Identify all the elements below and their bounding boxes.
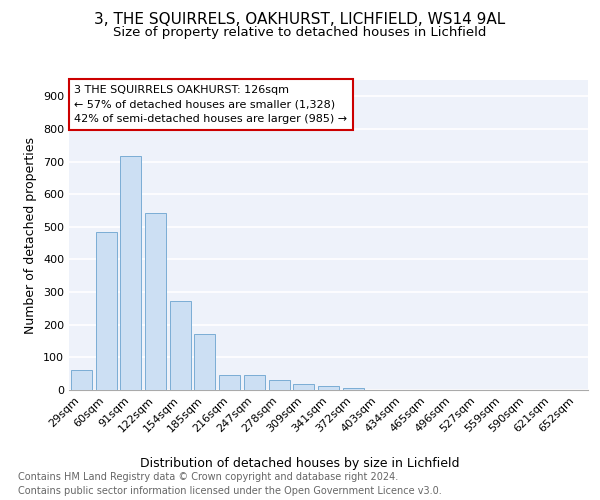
Bar (269, 380, 290, 390)
Bar (170, 301, 191, 390)
Bar (219, 374, 240, 390)
Bar (194, 334, 215, 390)
Bar (318, 386, 339, 390)
Text: Size of property relative to detached houses in Lichfield: Size of property relative to detached ho… (113, 26, 487, 39)
Bar (71, 370, 92, 390)
Text: Contains HM Land Registry data © Crown copyright and database right 2024.
Contai: Contains HM Land Registry data © Crown c… (18, 472, 442, 496)
Bar (293, 384, 314, 390)
Bar (145, 213, 166, 390)
Bar (120, 156, 141, 390)
Text: Distribution of detached houses by size in Lichfield: Distribution of detached houses by size … (140, 458, 460, 470)
Text: 3, THE SQUIRRELS, OAKHURST, LICHFIELD, WS14 9AL: 3, THE SQUIRRELS, OAKHURST, LICHFIELD, W… (94, 12, 506, 28)
Bar (244, 374, 265, 390)
Y-axis label: Number of detached properties: Number of detached properties (25, 136, 37, 334)
Bar (95, 232, 116, 390)
Text: 3 THE SQUIRRELS OAKHURST: 126sqm
← 57% of detached houses are smaller (1,328)
42: 3 THE SQUIRRELS OAKHURST: 126sqm ← 57% o… (74, 84, 347, 124)
Bar (343, 388, 364, 390)
